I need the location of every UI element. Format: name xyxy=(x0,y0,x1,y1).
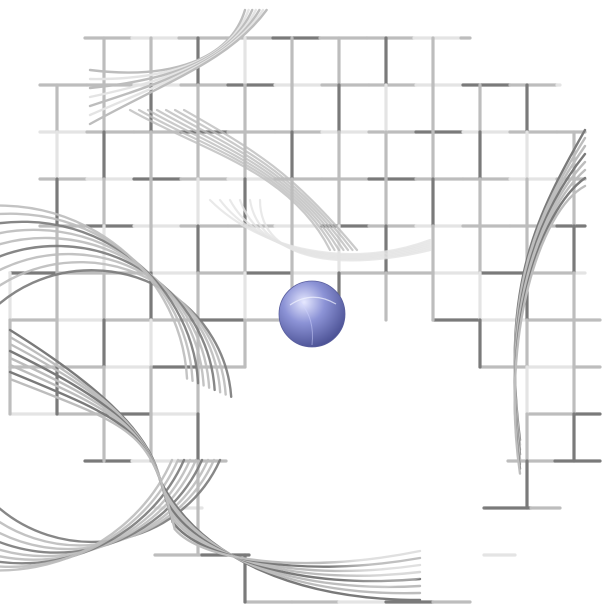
contour-line xyxy=(8,377,176,531)
contour-line xyxy=(164,108,350,252)
contour-line xyxy=(88,8,247,74)
contour-line xyxy=(182,108,359,252)
contour-line xyxy=(173,108,354,252)
sphere-body xyxy=(278,280,346,348)
contour-line xyxy=(513,184,587,475)
contour-line xyxy=(128,108,332,252)
contour-line xyxy=(88,8,257,99)
contour-line xyxy=(146,108,341,252)
cavity-fade xyxy=(210,310,510,590)
contour-line xyxy=(0,204,189,572)
contour-line xyxy=(158,478,422,602)
contour-line xyxy=(208,198,432,256)
sphere-highlight xyxy=(289,296,337,306)
contour-line xyxy=(137,108,336,252)
sphere-reflection xyxy=(299,301,313,346)
contour-line xyxy=(88,8,254,90)
surface-contour-mesh xyxy=(0,8,587,602)
contour-line xyxy=(258,198,432,262)
contour-line xyxy=(88,8,268,126)
contour-line xyxy=(155,108,345,252)
contour-line xyxy=(88,8,250,81)
contour-line xyxy=(160,485,422,595)
atom-sphere[interactable] xyxy=(278,280,346,348)
